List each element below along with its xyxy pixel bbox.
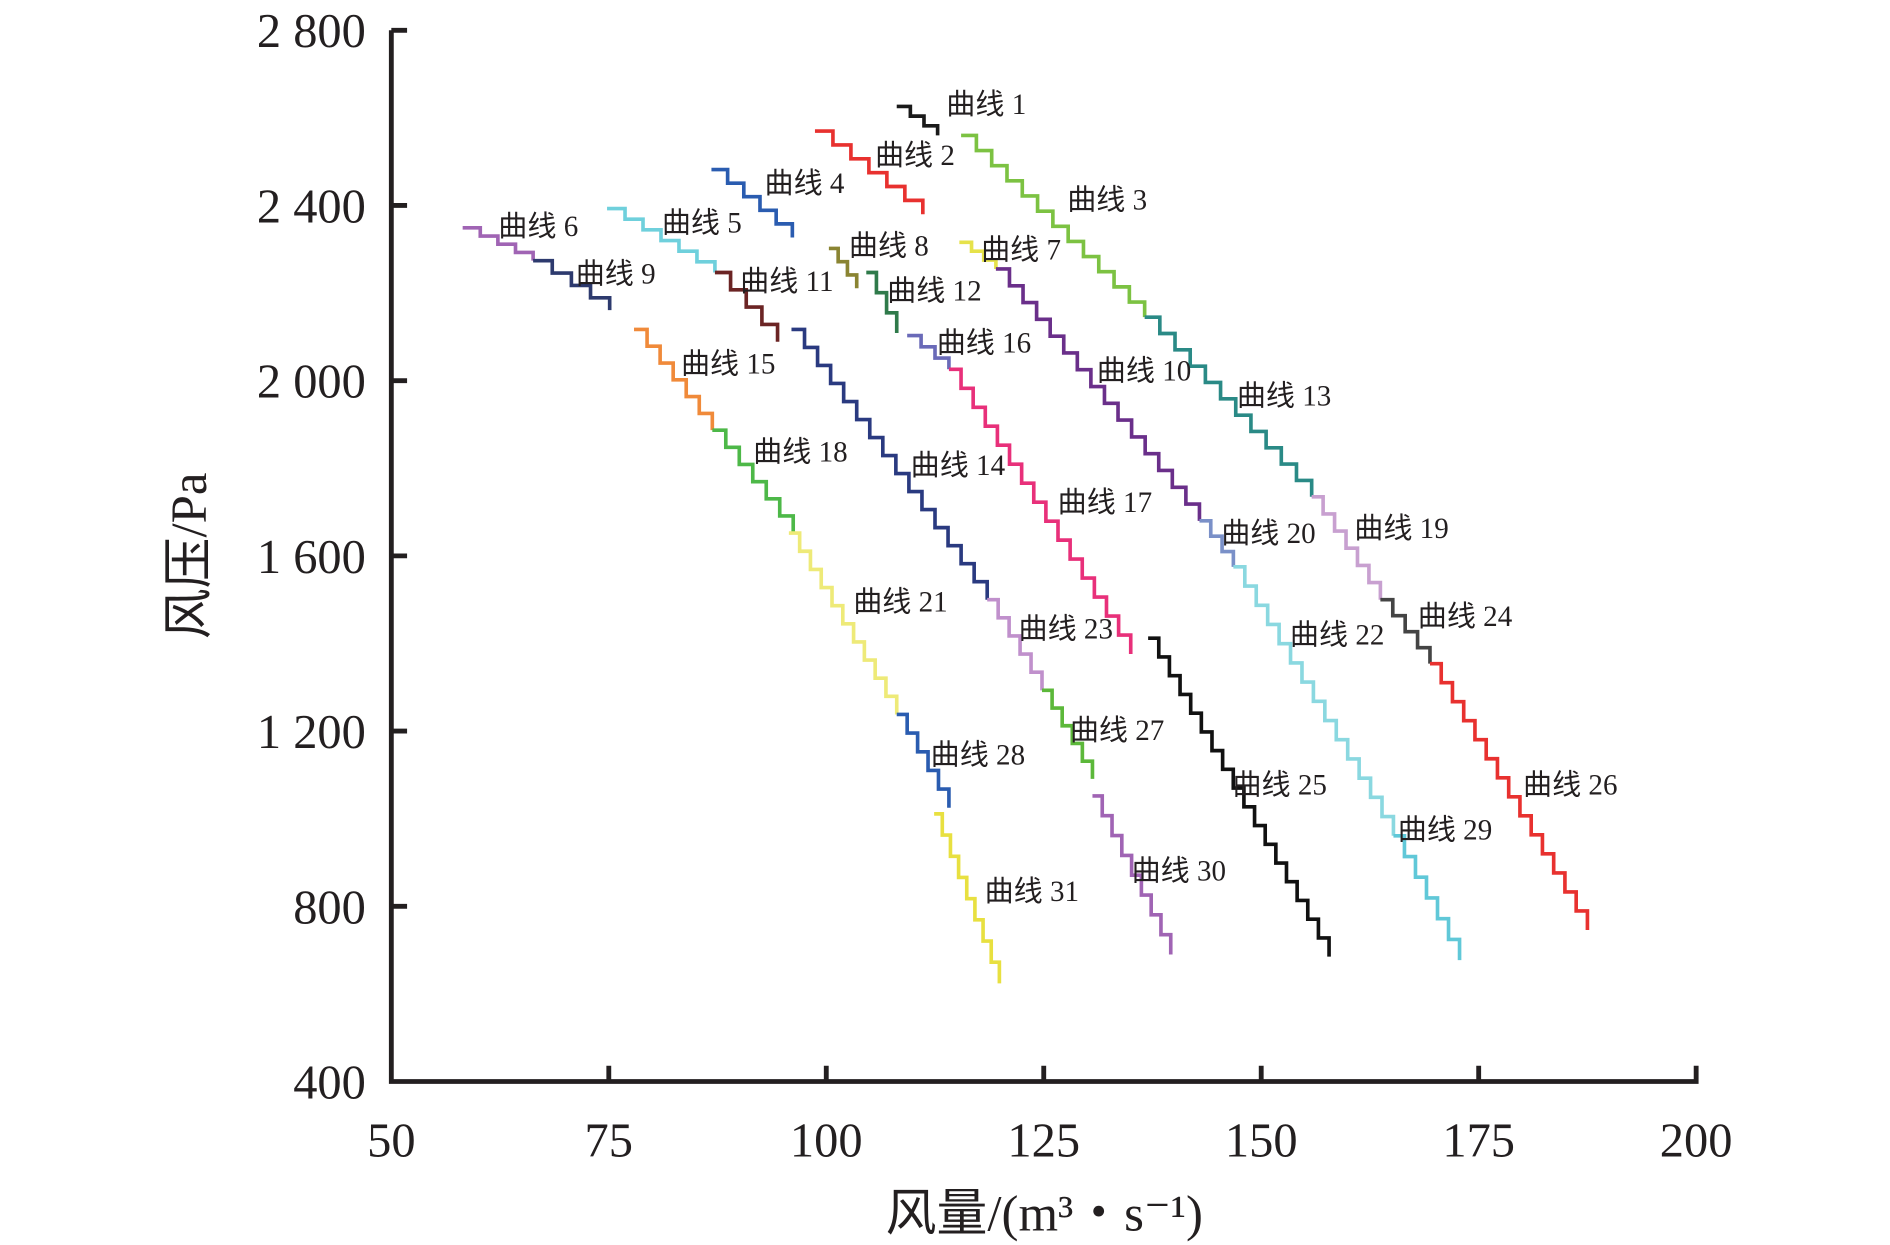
curve-label-13: 曲线 13 — [1237, 380, 1331, 413]
curve-label-26: 曲线 26 — [1523, 769, 1617, 802]
curve-17 — [948, 367, 1133, 655]
curve-29 — [1393, 833, 1462, 961]
curve-31 — [934, 812, 1002, 984]
curve-20 — [1199, 519, 1236, 567]
curve-label-22: 曲线 22 — [1290, 618, 1384, 651]
curve-label-15: 曲线 15 — [681, 347, 775, 380]
curve-label-2: 曲线 2 — [875, 139, 955, 172]
y-tick-label: 2 400 — [257, 180, 366, 233]
curves-layer — [462, 104, 1590, 984]
curve-label-14: 曲线 14 — [911, 449, 1006, 482]
curve-label-23: 曲线 23 — [1019, 612, 1113, 645]
curve-11 — [714, 270, 780, 342]
curve-label-25: 曲线 25 — [1233, 769, 1327, 802]
x-ticks: 50 75 100 125 150 175 200 — [367, 1065, 1733, 1168]
curve-label-29: 曲线 29 — [1398, 813, 1492, 846]
x-tick-label: 175 — [1442, 1115, 1515, 1168]
curve-23 — [987, 597, 1044, 691]
y-tick-label: 2 000 — [257, 356, 366, 409]
x-tick-label: 200 — [1660, 1115, 1733, 1168]
axis-lines — [388, 30, 1699, 1084]
curve-label-6: 曲线 6 — [498, 210, 578, 243]
curve-labels: 曲线 1 曲线 2 曲线 3 曲线 4 曲线 5 曲线 6 曲线 7 曲线 8 曲线 9 曲线 1… — [498, 88, 1617, 908]
curve-10 — [995, 267, 1202, 521]
curve-14 — [791, 327, 990, 600]
curve-5 — [607, 206, 717, 273]
curve-30 — [1092, 794, 1173, 955]
curve-13 — [1144, 315, 1314, 497]
curve-1 — [896, 104, 940, 136]
curve-label-30: 曲线 30 — [1132, 855, 1226, 888]
curve-label-9: 曲线 9 — [576, 258, 656, 291]
x-tick-label: 100 — [790, 1115, 863, 1168]
curve-12 — [866, 270, 899, 333]
curve-label-24: 曲线 24 — [1418, 600, 1513, 633]
curve-21 — [788, 531, 899, 715]
curve-label-21: 曲线 21 — [853, 586, 947, 619]
y-tick-label: 400 — [293, 1056, 366, 1109]
curve-label-10: 曲线 10 — [1097, 354, 1191, 387]
curve-28 — [896, 712, 951, 808]
curve-label-3: 曲线 3 — [1067, 183, 1147, 216]
curve-24 — [1380, 597, 1432, 664]
x-axis-label: 风量/(m³・s⁻¹) — [886, 1186, 1203, 1242]
y-tick-label: 800 — [293, 881, 366, 934]
axes — [388, 30, 1699, 1084]
curve-18 — [712, 428, 796, 534]
curve-label-31: 曲线 31 — [985, 875, 1079, 908]
curve-27 — [1042, 688, 1095, 779]
curve-16 — [907, 333, 951, 370]
curve-15 — [634, 327, 715, 431]
curve-22 — [1233, 565, 1396, 836]
curve-9 — [533, 258, 612, 311]
curve-7 — [959, 240, 998, 269]
curve-label-5: 曲线 5 — [662, 207, 742, 240]
curve-6 — [462, 226, 535, 261]
y-tick-label: 1 200 — [257, 706, 366, 759]
curve-2 — [814, 129, 925, 215]
curve-label-8: 曲线 8 — [849, 229, 929, 262]
curve-8 — [828, 246, 859, 289]
curve-label-28: 曲线 28 — [931, 738, 1025, 771]
curve-label-4: 曲线 4 — [765, 167, 845, 200]
curve-label-19: 曲线 19 — [1354, 512, 1448, 545]
x-tick-label: 125 — [1007, 1115, 1080, 1168]
curve-label-27: 曲线 27 — [1070, 714, 1164, 747]
y-ticks: 400 800 1 200 1 600 2 000 2 400 2 800 — [257, 5, 408, 1109]
curve-label-7: 曲线 7 — [981, 233, 1061, 266]
curve-label-16: 曲线 16 — [937, 326, 1031, 359]
x-tick-label: 75 — [585, 1115, 633, 1168]
curve-label-18: 曲线 18 — [753, 435, 847, 468]
curve-label-17: 曲线 17 — [1058, 486, 1152, 519]
curve-25 — [1148, 636, 1331, 957]
y-tick-label: 2 800 — [257, 5, 366, 58]
curve-label-11: 曲线 11 — [740, 265, 833, 298]
curve-3 — [961, 133, 1147, 318]
x-tick-label: 150 — [1225, 1115, 1298, 1168]
curve-19 — [1311, 494, 1383, 600]
x-tick-label: 50 — [367, 1115, 415, 1168]
y-axis-label: 风压/Pa — [162, 473, 218, 640]
curve-26 — [1429, 661, 1590, 930]
curve-label-1: 曲线 1 — [946, 88, 1026, 121]
curve-label-20: 曲线 20 — [1221, 517, 1315, 550]
curve-4 — [711, 167, 795, 238]
y-tick-label: 1 600 — [257, 531, 366, 584]
curve-label-12: 曲线 12 — [887, 275, 981, 308]
